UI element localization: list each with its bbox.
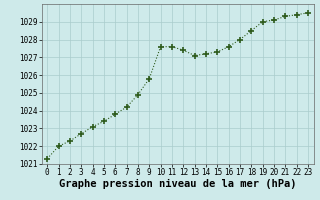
X-axis label: Graphe pression niveau de la mer (hPa): Graphe pression niveau de la mer (hPa) <box>59 179 296 189</box>
